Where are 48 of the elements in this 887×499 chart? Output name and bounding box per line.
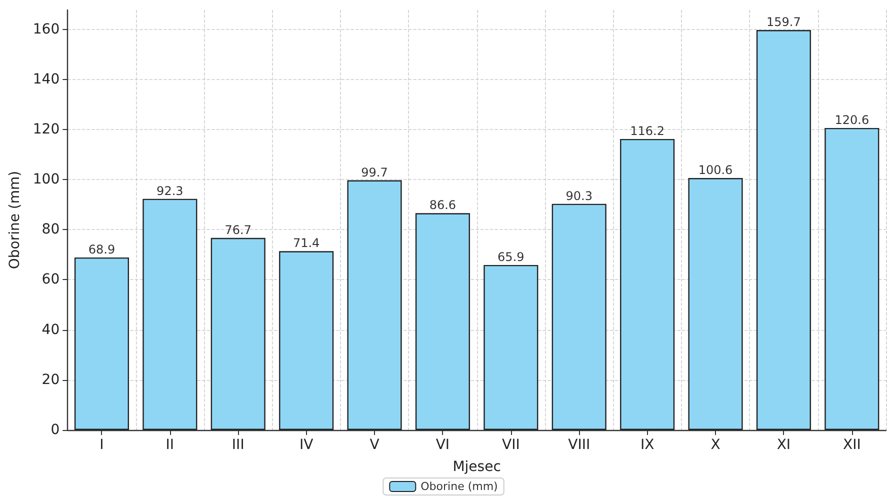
y-tick-label: 140 (32, 71, 60, 88)
x-tick-label: III (232, 437, 244, 453)
data-label: 65.9 (498, 250, 524, 264)
bar (279, 251, 334, 430)
data-label: 86.6 (429, 198, 456, 212)
y-tick-label: 100 (32, 172, 60, 188)
data-label: 116.2 (630, 124, 664, 138)
x-tick-label: IX (640, 437, 655, 453)
bar (142, 198, 198, 430)
bar (210, 238, 266, 430)
x-tick-label: X (710, 437, 721, 453)
data-label: 71.4 (292, 236, 320, 250)
y-axis-title: Oborine (mm) (7, 170, 23, 270)
data-label: 76.7 (224, 222, 252, 237)
x-tick-label: XII (842, 437, 861, 453)
y-tick-label: 60 (42, 272, 60, 288)
x-tick-label: VIII (568, 437, 590, 453)
y-tick-label: 120 (32, 121, 60, 138)
bar (415, 213, 470, 430)
bar (484, 264, 538, 430)
x-tick-label: VII (502, 437, 520, 453)
data-label: 100.6 (698, 163, 733, 178)
bar (552, 204, 606, 430)
legend-label: Oborine (mm) (420, 480, 498, 493)
bar (824, 128, 880, 430)
x-tick-label: I (100, 437, 104, 453)
bar (756, 30, 811, 430)
x-tick-label: IV (299, 437, 314, 453)
x-tick-label: II (166, 437, 174, 453)
y-tick-label: 20 (42, 372, 60, 388)
y-tick-label: 80 (42, 222, 60, 238)
data-label: 159.7 (766, 15, 801, 30)
data-label: 99.7 (361, 165, 388, 180)
bar (688, 178, 743, 430)
data-label: 68.9 (88, 242, 116, 256)
bar (620, 138, 675, 430)
x-tick-label: VI (436, 437, 450, 453)
data-label: 90.3 (566, 188, 592, 203)
y-tick-label: 160 (32, 21, 60, 38)
y-tick-label: 40 (42, 322, 60, 338)
x-tick-label: V (370, 437, 380, 453)
data-label: 92.3 (156, 184, 184, 198)
x-axis-title: Mjesec (452, 459, 501, 475)
y-tick-label: 0 (50, 422, 60, 438)
bar (74, 257, 129, 430)
data-label: 120.6 (834, 112, 870, 127)
x-tick-label: XI (776, 437, 791, 453)
bar (347, 180, 402, 430)
